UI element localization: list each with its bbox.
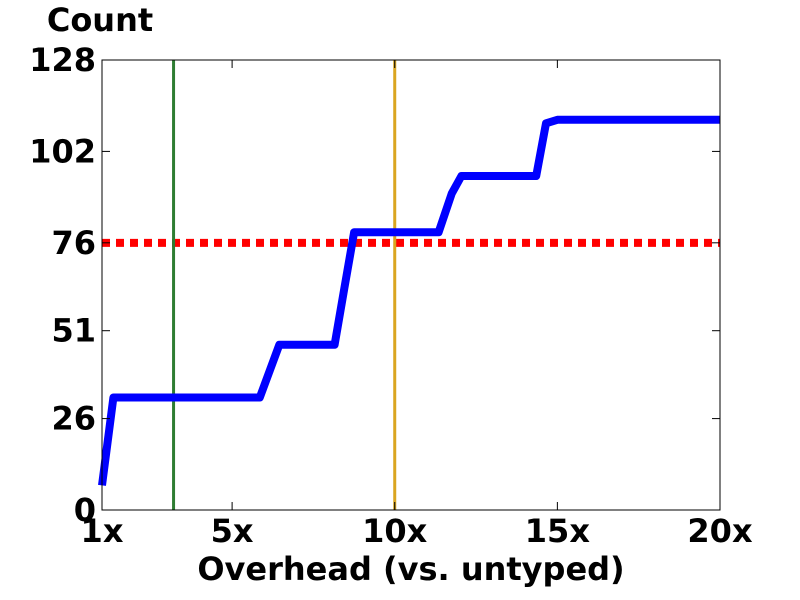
y-tick-label: 51 (51, 312, 96, 350)
x-tick-label: 1x (81, 512, 124, 550)
x-tick-label: 5x (211, 512, 254, 550)
y-tick-label: 0 (74, 491, 96, 529)
series-layer (98, 115, 720, 486)
series-line-0 (98, 115, 720, 486)
axis-ticks: 1x 5x 10x 15x 20x 0 26 51 76 102 128 (29, 41, 753, 550)
x-tick-label: 15x (525, 512, 591, 550)
x-tick-label: 20x (687, 512, 753, 550)
reference-lines (102, 60, 720, 510)
x-axis-label: Overhead (vs. untyped) (197, 550, 624, 588)
y-tick-label: 26 (51, 400, 96, 438)
y-tick-label: 102 (29, 132, 96, 170)
x-tick-label: 10x (362, 512, 428, 550)
y-tick-label: 76 (51, 224, 96, 262)
plot-frame (101, 59, 721, 511)
y-tick-label: 128 (29, 41, 96, 79)
y-axis-label: Count (47, 1, 153, 39)
